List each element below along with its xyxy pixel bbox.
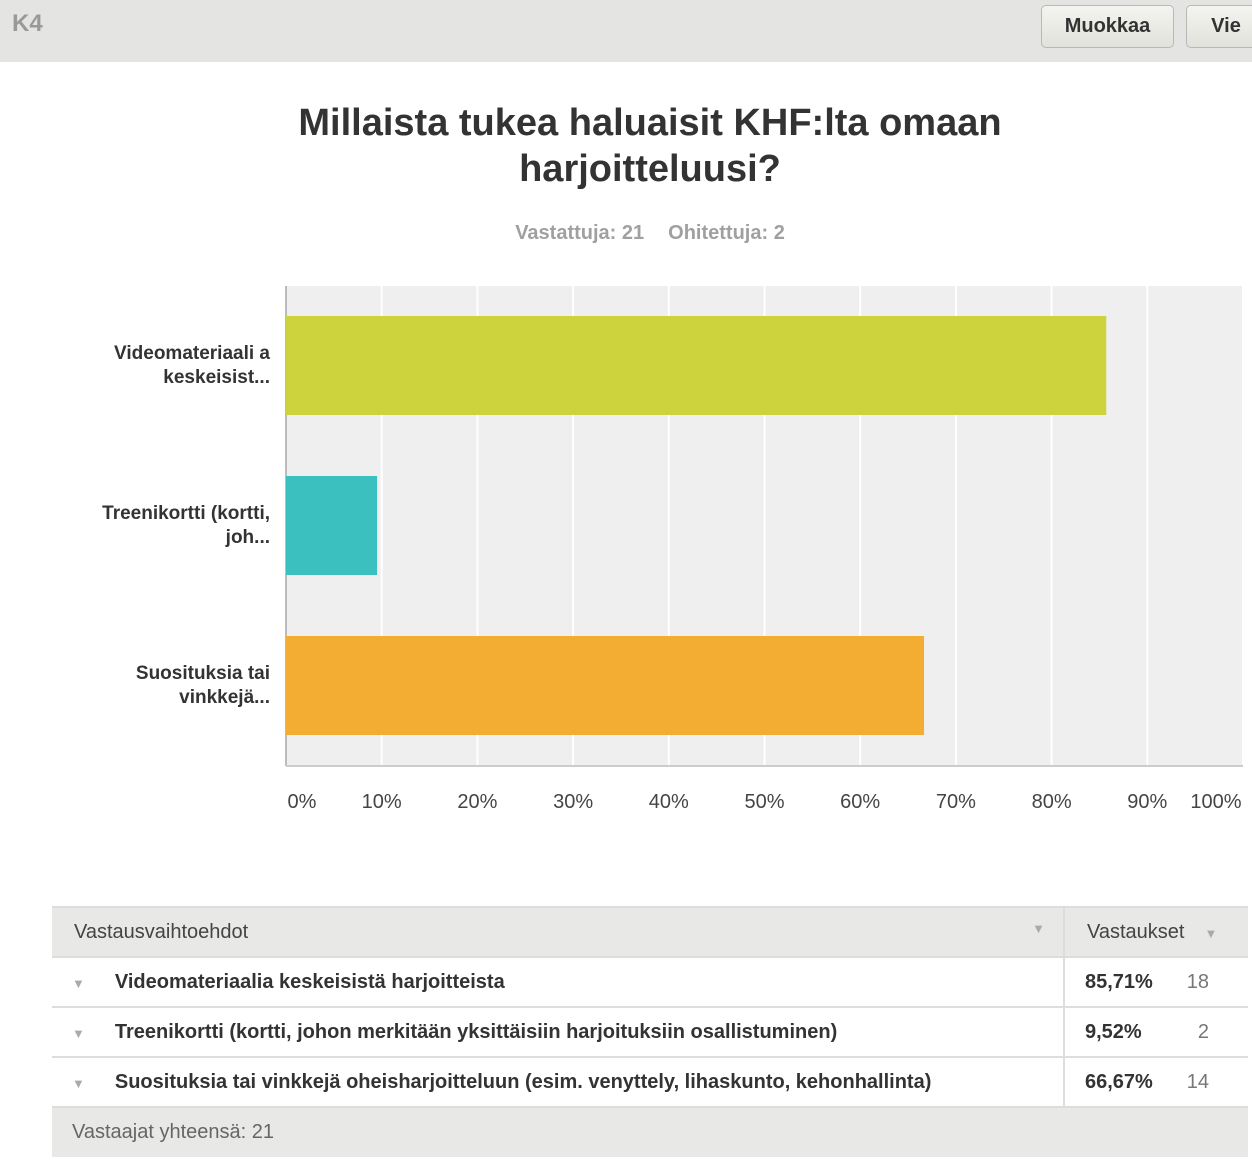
table-header: Vastausvaihtoehdot ▼ Vastaukset ▼: [52, 906, 1248, 957]
question-title: Millaista tukea haluaisit KHF:lta omaan …: [298, 102, 1002, 190]
x-tick-label: 10%: [361, 791, 402, 813]
category-label: Suosituksia tai vinkkejä...: [135, 663, 270, 708]
response-count: 14: [1186, 1070, 1209, 1093]
x-tick-label: 70%: [935, 791, 976, 813]
x-tick-label: 20%: [457, 791, 498, 813]
bar[interactable]: [286, 476, 378, 575]
option-label: Suosituksia tai vinkkejä oheisharjoittel…: [114, 1070, 932, 1093]
category-label: Videomateriaali a keskeisist...: [114, 343, 270, 388]
answered-count: Vastattuja: 21: [515, 222, 645, 244]
col-header-options[interactable]: Vastausvaihtoehdot ▼: [52, 906, 1065, 957]
option-label: Treenikortti (kortti, johon merkitään yk…: [114, 1020, 838, 1043]
table-row: ▼ Videomateriaalia keskeisistä harjoittei…: [52, 956, 1248, 1007]
x-tick-label: 0%: [287, 791, 317, 813]
response-count: 18: [1186, 970, 1209, 993]
question-header: K4 Muokkaa Vie: [0, 0, 1252, 62]
response-percent: 9,52%: [1085, 1020, 1142, 1043]
expand-arrow-icon[interactable]: ▼: [72, 975, 85, 991]
x-tick-label: 90%: [1127, 791, 1168, 813]
x-tick-label: 100%: [1190, 791, 1242, 813]
x-tick-label: 30%: [553, 791, 594, 813]
table-row: ▼ Treenikortti (kortti, johon merkitään y…: [52, 1006, 1248, 1057]
expand-arrow-icon[interactable]: ▼: [72, 1075, 85, 1091]
edit-button[interactable]: Muokkaa: [1041, 5, 1174, 48]
results-table: Vastausvaihtoehdot ▼ Vastaukset ▼ ▼ Videoma…: [52, 906, 1248, 1157]
sort-arrow-icon[interactable]: ▼: [1032, 920, 1045, 936]
sort-arrow-icon[interactable]: ▼: [1204, 925, 1218, 941]
x-tick-label: 40%: [648, 791, 689, 813]
total-respondents: Vastaajat yhteensä: 21: [52, 1106, 1248, 1157]
response-percent: 85,71%: [1085, 970, 1153, 993]
col-header-responses[interactable]: Vastaukset ▼: [1064, 906, 1248, 957]
skipped-count: Ohitettuja: 2: [668, 222, 785, 244]
response-percent: 66,67%: [1085, 1070, 1153, 1093]
bar[interactable]: [286, 636, 925, 735]
question-id: K4: [12, 10, 43, 37]
x-tick-label: 50%: [744, 791, 785, 813]
table-row: ▼ Suosituksia tai vinkkejä oheisharjoitte…: [52, 1056, 1248, 1107]
category-label: Treenikortti (kortti, joh...: [102, 503, 270, 548]
export-button[interactable]: Vie: [1186, 5, 1252, 48]
x-tick-label: 60%: [840, 791, 881, 813]
response-count: 2: [1197, 1020, 1209, 1043]
bar-chart: [285, 286, 1244, 767]
bar[interactable]: [286, 316, 1107, 415]
x-tick-label: 80%: [1031, 791, 1072, 813]
response-stats: Vastattuja: 21 Ohitettuja: 2: [0, 222, 1252, 245]
option-label: Videomateriaalia keskeisistä harjoitteis…: [114, 970, 505, 993]
expand-arrow-icon[interactable]: ▼: [72, 1025, 85, 1041]
